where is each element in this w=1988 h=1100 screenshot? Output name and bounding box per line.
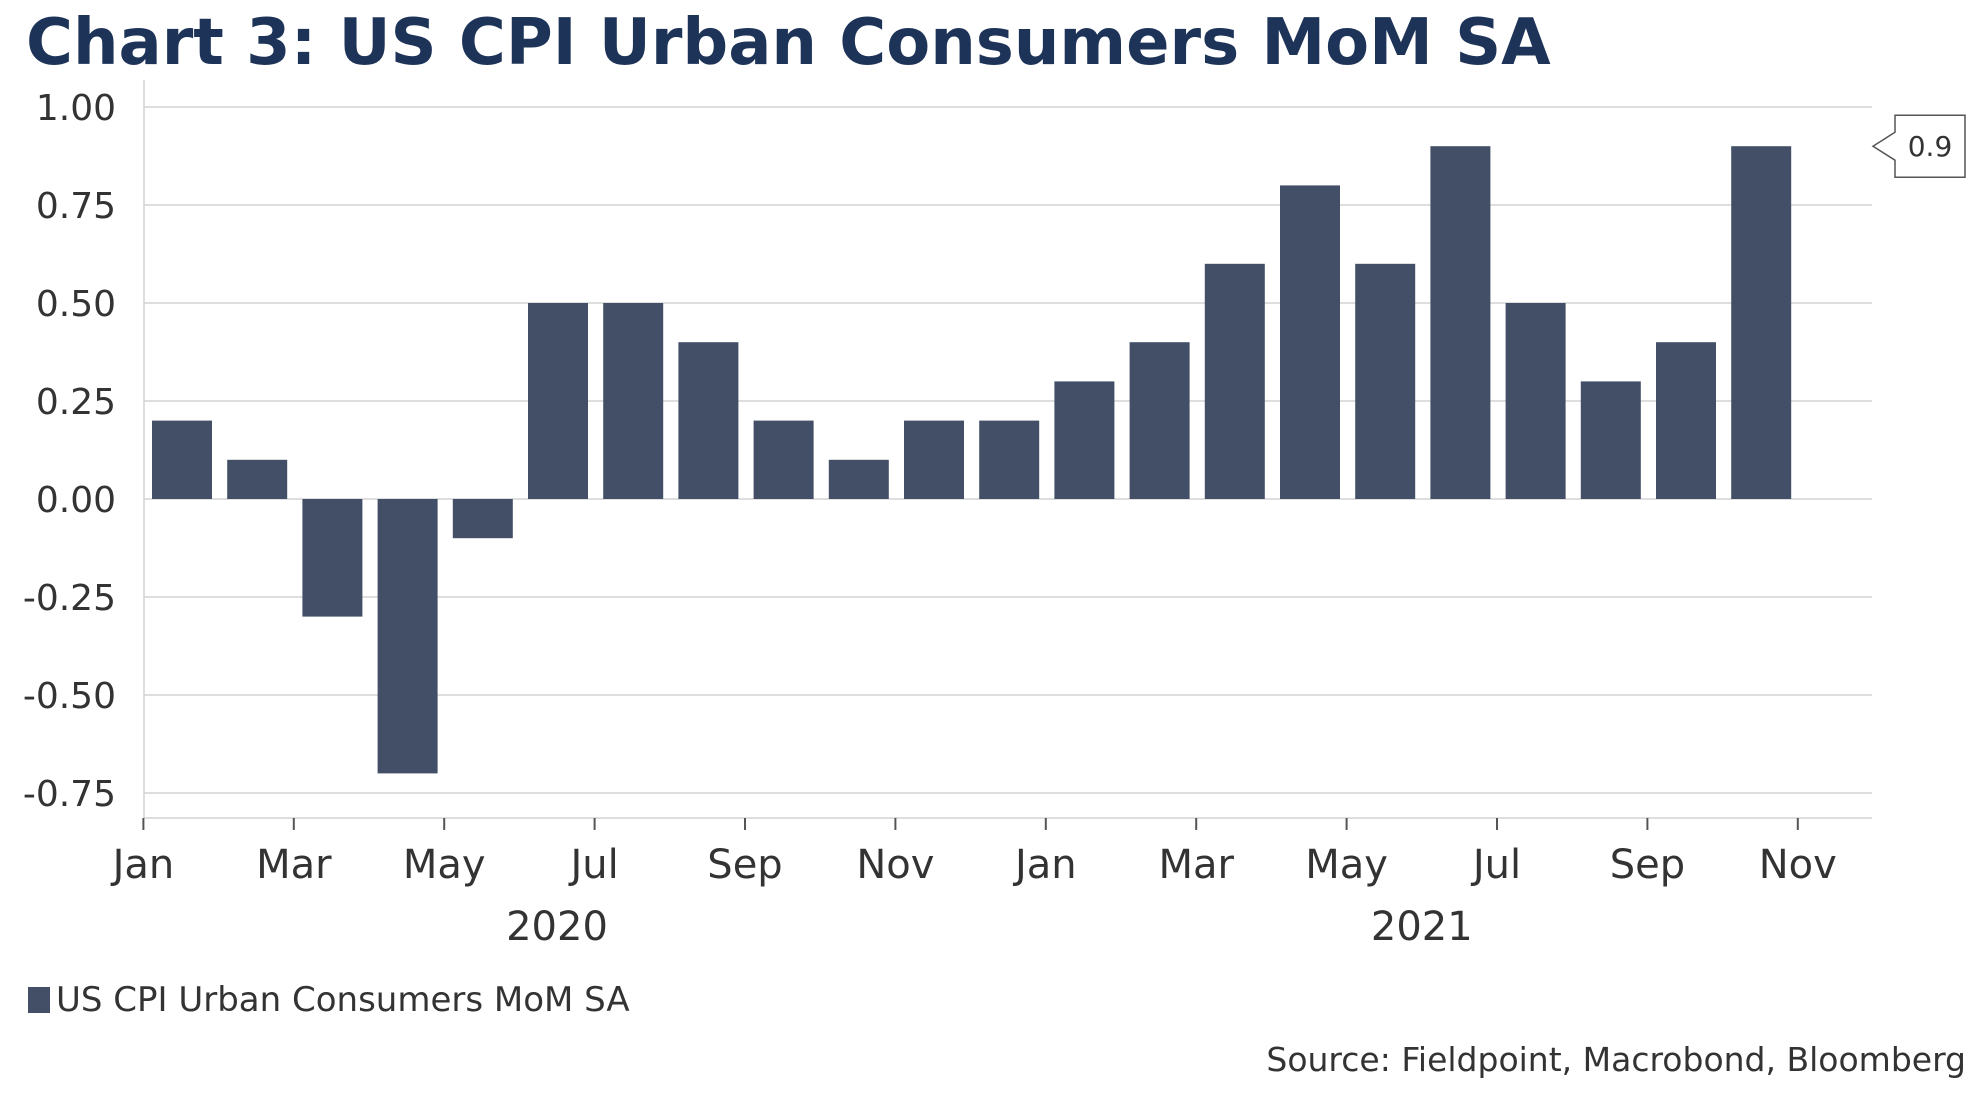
bar [227, 459, 288, 499]
x-tick-label: Mar [256, 842, 332, 888]
y-tick-label: 1.00 [36, 88, 116, 129]
y-tick-label: -0.25 [23, 578, 116, 619]
bar [377, 499, 438, 774]
y-tick-label: -0.75 [23, 774, 116, 815]
y-tick-label: 0.75 [36, 186, 116, 227]
x-tick-label: Sep [707, 842, 782, 888]
legend-label: US CPI Urban Consumers MoM SA [56, 980, 630, 1020]
bar [152, 420, 212, 499]
bar [753, 420, 814, 499]
bar [452, 499, 513, 539]
x-year-label: 2021 [1371, 904, 1473, 950]
grid-layer [144, 106, 1872, 794]
bar [828, 459, 889, 499]
axis-layer [142, 80, 1872, 830]
x-tick-label: Nov [1759, 842, 1837, 888]
bar [1054, 381, 1115, 499]
bar [1731, 146, 1792, 499]
bar [979, 420, 1040, 499]
bar [678, 342, 739, 499]
x-tick-label: Jul [567, 842, 618, 888]
y-tick-label: 0.25 [36, 382, 116, 423]
bar [528, 303, 588, 499]
bar-layer [152, 146, 1792, 774]
bar [1430, 146, 1491, 499]
x-tick-label: Jul [1470, 842, 1521, 888]
x-tick-label: Mar [1158, 842, 1234, 888]
bar [1204, 263, 1265, 499]
y-tick-label: -0.50 [23, 676, 116, 717]
bar [1505, 303, 1566, 499]
bar [603, 303, 664, 499]
legend-swatch [28, 987, 50, 1013]
x-tick-label: Sep [1610, 842, 1685, 888]
legend: US CPI Urban Consumers MoM SA [28, 980, 630, 1020]
last-value-callout [1871, 114, 1966, 178]
bar [1280, 185, 1340, 499]
x-tick-label: May [403, 842, 486, 888]
label-layer: 1.00 0.75 0.50 0.25 0.00 -0.25 -0.50 -0.75 Jan Ma… [23, 88, 1966, 950]
y-tick-label: 0.00 [36, 480, 116, 521]
x-tick-label: Jan [1012, 842, 1077, 888]
x-year-label: 2020 [506, 904, 608, 950]
x-tick-label: Nov [856, 842, 934, 888]
bar [1129, 342, 1190, 499]
x-tick-label: Jan [110, 842, 175, 888]
source-note: Source: Fieldpoint, Macrobond, Bloomberg [1266, 1040, 1966, 1079]
y-tick-label: 0.50 [36, 284, 116, 325]
bar [1580, 381, 1641, 499]
chart-title: Chart 3: US CPI Urban Consumers MoM SA [26, 6, 1551, 80]
last-value-label: 0.9 [1908, 130, 1953, 163]
bar [1656, 342, 1716, 499]
bar [1355, 263, 1416, 499]
bar [302, 499, 363, 617]
x-tick-label: May [1305, 842, 1388, 888]
bar [904, 420, 964, 499]
